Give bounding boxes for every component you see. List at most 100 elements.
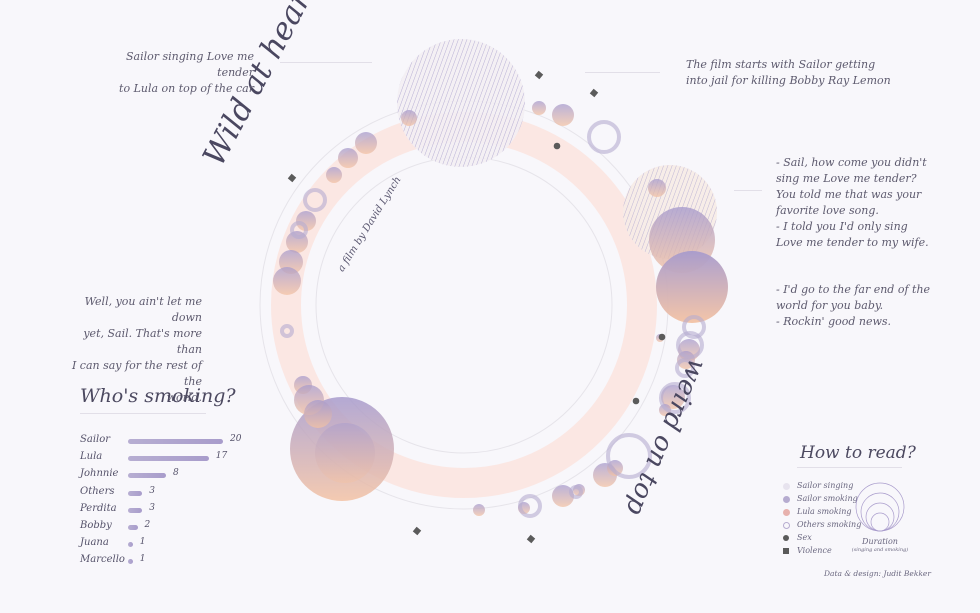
quote-line: yet, Sail. That's more than (83, 327, 202, 356)
quote-line: - I'd go to the far end of the (776, 283, 931, 296)
bar (128, 490, 143, 496)
smoking-circle (315, 423, 375, 483)
bar-value-label: 2 (144, 520, 151, 530)
smoking-circle (552, 485, 574, 507)
bar-category-label: Lula (80, 451, 103, 463)
legend-label: Others smoking (797, 520, 862, 529)
others-smoking-ring (290, 221, 308, 239)
violence-square (534, 70, 544, 80)
quote-line: favorite love song. (776, 204, 879, 217)
quote-line: You told me that was your (776, 188, 922, 201)
quote-line: Well, you ain't let me down (84, 295, 202, 324)
quote-line: - Rockin' good news. (776, 315, 892, 328)
quote-line: into jail for killing Bobby Ray Lemon (686, 74, 891, 87)
sex-dot (658, 333, 666, 341)
others-smoking-ring (682, 315, 706, 339)
smoking-circle (273, 267, 301, 295)
smoking-circle (338, 148, 358, 168)
divider (585, 72, 660, 73)
bar-row: Others 3 (80, 486, 260, 503)
violence-square (589, 88, 599, 98)
bar-category-label: Bobby (80, 520, 112, 531)
bar-value-label: 1 (139, 537, 146, 548)
violence-square (287, 173, 297, 183)
others-smoking-ring (606, 433, 652, 479)
smoking-circle (473, 504, 485, 516)
bar-category-label: Johnnie (80, 468, 119, 480)
legend-label: Sex (797, 533, 812, 542)
legend-title: How to read? (800, 443, 916, 463)
others-smoking-ring (280, 324, 294, 338)
legend-swatch (783, 509, 790, 516)
divider (797, 467, 902, 468)
others-smoking-ring (675, 358, 695, 378)
bar-value-label: 3 (149, 485, 155, 496)
quote-right-1: - Sail, how come you didn't sing me Love… (776, 155, 976, 251)
bar (128, 456, 209, 462)
quote-line: I can say for the rest of the (71, 359, 202, 388)
bar-row: Marcello 1 (80, 554, 260, 571)
bar (128, 542, 133, 548)
quote-line: world for you baby. (776, 299, 884, 312)
bar-category-label: Perdita (80, 502, 117, 514)
legend-label: Lula smoking (797, 507, 852, 516)
quote-line: sing me Love me tender? (776, 172, 917, 185)
others-smoking-ring (303, 188, 327, 212)
bar-category-label: Others (80, 485, 115, 497)
sex-dot (553, 142, 561, 150)
duration-label: Duration (862, 537, 898, 546)
bar-value-label: 17 (215, 451, 228, 462)
bar-value-label: 20 (230, 434, 242, 444)
singing-circle (397, 39, 525, 167)
bar-row: Lula 17 (80, 451, 260, 468)
smoking-bar-chart: Sailor 20 Lula 17 Johnnie 8 Others 3 Perdita 3 Bob… (80, 434, 270, 574)
duration-legend-icon (855, 482, 905, 532)
bar (128, 559, 133, 565)
bar-row: Johnnie 8 (80, 468, 260, 485)
bar-category-label: Juana (80, 537, 109, 549)
quote-line: Sailor singing Love me tender (125, 50, 254, 79)
quote-top-right: The film starts with Sailor getting into… (686, 57, 896, 89)
violence-square (526, 534, 536, 544)
bar-row: Bobby 2 (80, 520, 260, 537)
smoking-circle (656, 251, 728, 323)
credit: Data & design: Judit Bekker (824, 569, 931, 578)
legend-label: Sailor smoking (797, 494, 858, 503)
smoking-circle (326, 167, 342, 183)
legend-swatch (783, 522, 790, 529)
smoking-circle (552, 104, 574, 126)
quote-left: Well, you ain't let me down yet, Sail. T… (60, 294, 202, 406)
bar-value-label: 8 (173, 468, 179, 479)
quote-line: Love me tender to my wife. (776, 236, 929, 249)
smoking-circle (532, 101, 546, 115)
legend-swatch (783, 535, 789, 541)
others-smoking-ring (518, 494, 542, 518)
smoking-chart-title: Who's smoking? (80, 385, 236, 407)
quote-line: - I told you I'd only sing (776, 220, 908, 233)
smoking-circle (296, 211, 316, 231)
quote-right-2: - I'd go to the far end of the world for… (776, 282, 976, 330)
quote-top-left: Sailor singing Love me tender to Lula on… (100, 49, 254, 97)
legend-swatch (783, 548, 789, 554)
legend-swatch (783, 483, 790, 490)
divider (734, 190, 762, 191)
bar-row: Sailor 20 (80, 434, 260, 451)
smoking-circle (401, 110, 417, 126)
legend-swatch (783, 496, 790, 503)
bar-row: Perdita 3 (80, 503, 260, 520)
bar-row: Juana 1 (80, 537, 260, 554)
quote-line: - Sail, how come you didn't (776, 156, 927, 169)
violence-square (412, 526, 422, 536)
bar-category-label: Sailor (80, 434, 111, 445)
bar (128, 507, 143, 513)
smoking-circle (355, 132, 377, 154)
bar (128, 473, 166, 479)
bar-value-label: 3 (149, 502, 155, 513)
divider (280, 62, 372, 63)
smoking-circle (304, 400, 332, 428)
others-smoking-ring (659, 382, 691, 414)
quote-line: to Lula on top of the car (119, 82, 254, 95)
quote-line: world. (166, 391, 202, 404)
others-smoking-ring (587, 120, 621, 154)
